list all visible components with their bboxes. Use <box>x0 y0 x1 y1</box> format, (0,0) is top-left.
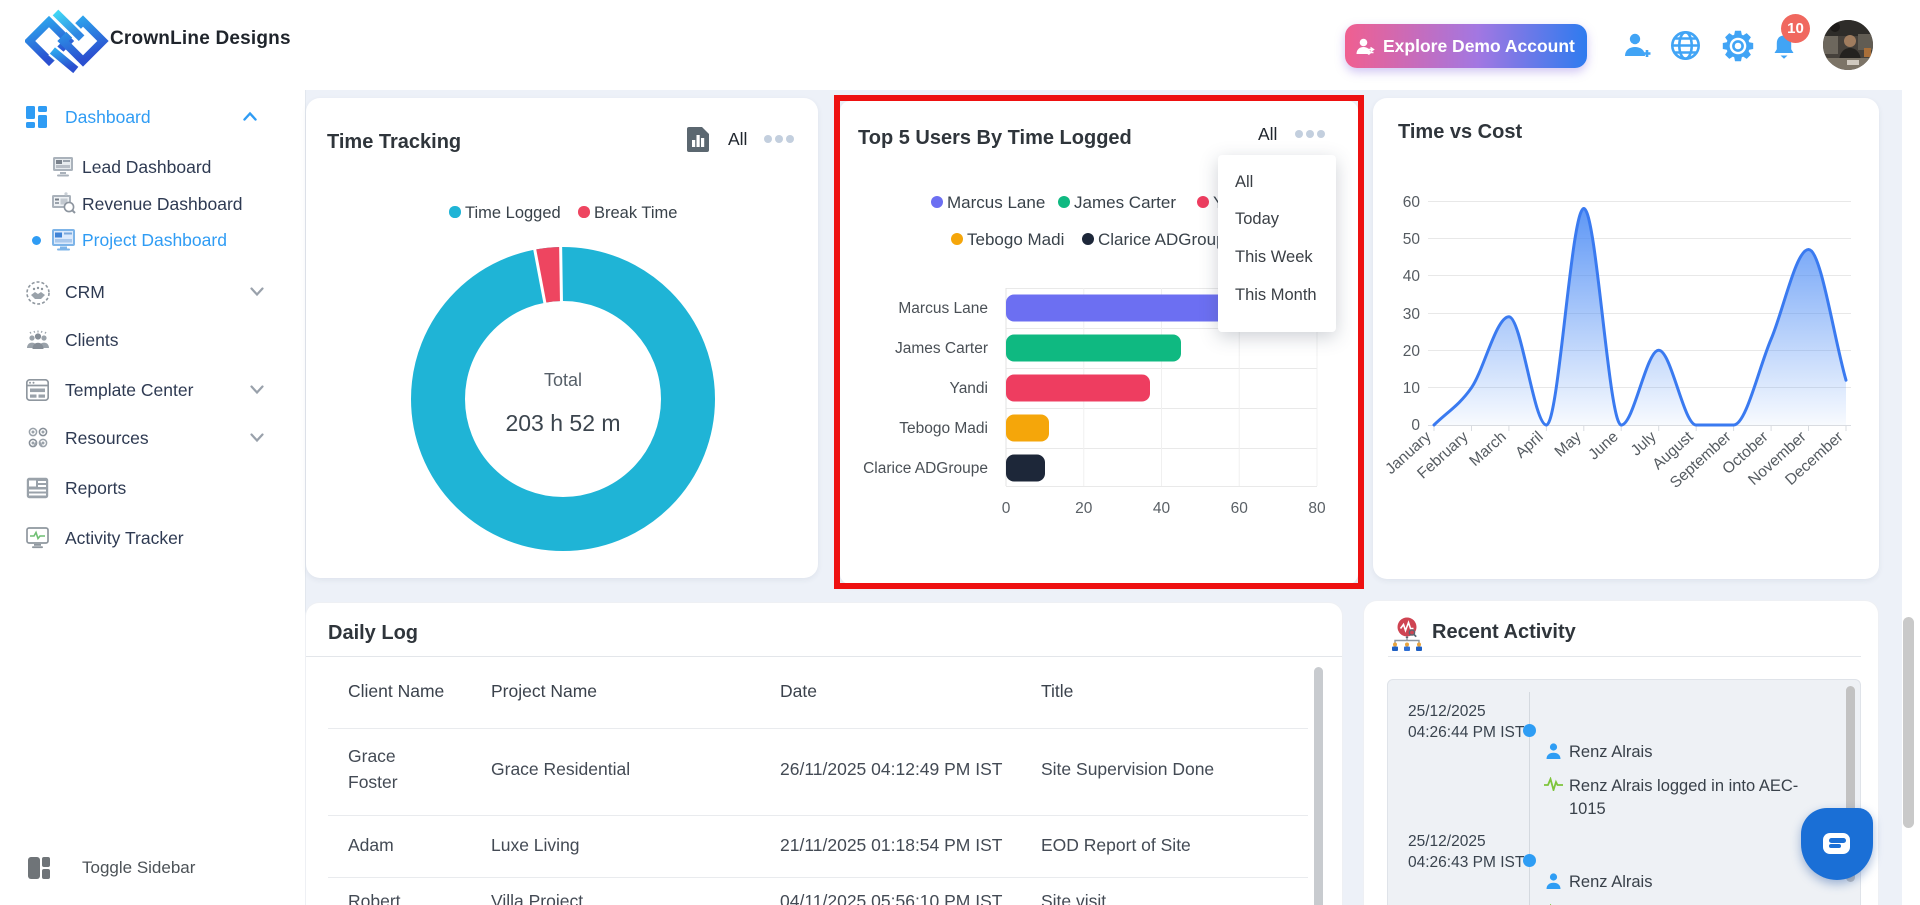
svg-text:June: June <box>1585 428 1621 463</box>
svg-text:60: 60 <box>1231 500 1249 517</box>
svg-text:April: April <box>1512 428 1546 461</box>
svg-text:10: 10 <box>1403 380 1421 397</box>
svg-text:30: 30 <box>1403 306 1421 323</box>
svg-text:60: 60 <box>1403 194 1421 211</box>
svg-text:20: 20 <box>1403 343 1421 360</box>
svg-text:80: 80 <box>1308 500 1326 517</box>
svg-text:Tebogo Madi: Tebogo Madi <box>899 420 988 437</box>
svg-text:March: March <box>1466 428 1509 469</box>
svg-text:Yandi: Yandi <box>950 380 989 397</box>
svg-text:Clarice ADGroupe: Clarice ADGroupe <box>863 460 988 477</box>
svg-text:James Carter: James Carter <box>895 340 988 357</box>
svg-text:50: 50 <box>1403 231 1421 248</box>
svg-text:Marcus Lane: Marcus Lane <box>898 300 988 317</box>
svg-text:40: 40 <box>1403 268 1421 285</box>
svg-text:0: 0 <box>1411 417 1420 434</box>
svg-text:20: 20 <box>1075 500 1093 517</box>
svg-text:0: 0 <box>1002 500 1011 517</box>
svg-text:May: May <box>1552 428 1585 460</box>
svg-text:40: 40 <box>1153 500 1171 517</box>
